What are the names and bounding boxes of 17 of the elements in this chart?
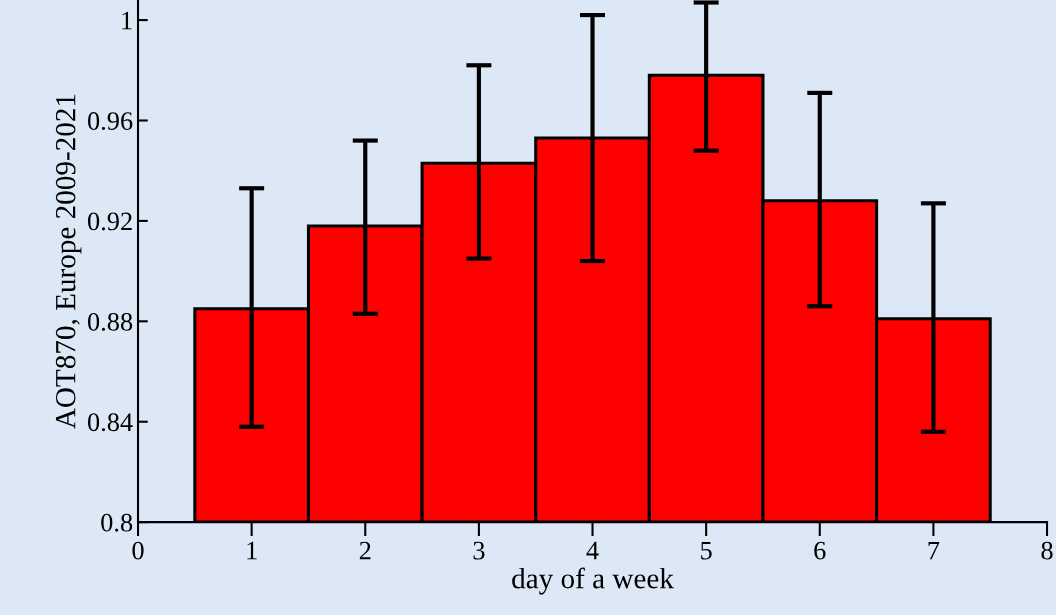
y-tick-label: 0.8 bbox=[101, 513, 133, 532]
y-tick-label: 1 bbox=[122, 11, 132, 30]
y-tick-label: 0.88 bbox=[87, 312, 133, 331]
x-tick-label: 4 bbox=[586, 541, 599, 560]
x-tick-label: 8 bbox=[1041, 541, 1053, 560]
y-tick-label: 0.84 bbox=[87, 413, 133, 432]
x-tick-label: 3 bbox=[473, 541, 485, 560]
y-axis-title: AOT870, Europe 2009-2021 bbox=[55, 94, 82, 429]
x-tick-label: 1 bbox=[247, 541, 257, 560]
y-tick-label: 0.92 bbox=[87, 212, 132, 231]
x-tick-label: 5 bbox=[701, 541, 712, 560]
x-axis-title: day of a week bbox=[512, 567, 674, 595]
x-tick-label: 6 bbox=[814, 541, 826, 560]
x-tick-label: 0 bbox=[132, 541, 144, 560]
x-tick-label: 7 bbox=[928, 541, 940, 560]
y-tick-label: 0.96 bbox=[87, 112, 133, 131]
x-tick-label: 2 bbox=[359, 541, 371, 560]
